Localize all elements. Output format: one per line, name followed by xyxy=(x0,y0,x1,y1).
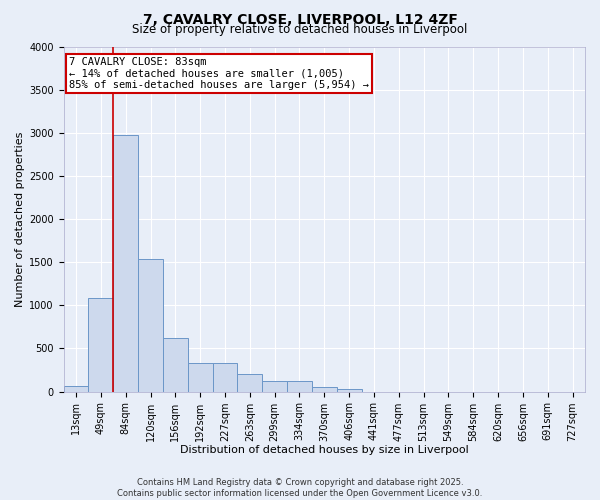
Text: Contains HM Land Registry data © Crown copyright and database right 2025.
Contai: Contains HM Land Registry data © Crown c… xyxy=(118,478,482,498)
Bar xyxy=(188,363,212,392)
Bar xyxy=(64,386,88,392)
Bar xyxy=(138,258,163,392)
Bar xyxy=(88,298,113,392)
Bar xyxy=(113,136,138,392)
X-axis label: Distribution of detached houses by size in Liverpool: Distribution of detached houses by size … xyxy=(180,445,469,455)
Text: Size of property relative to detached houses in Liverpool: Size of property relative to detached ho… xyxy=(133,22,467,36)
Bar xyxy=(312,388,337,392)
Text: 7, CAVALRY CLOSE, LIVERPOOL, L12 4ZF: 7, CAVALRY CLOSE, LIVERPOOL, L12 4ZF xyxy=(143,12,457,26)
Bar xyxy=(238,374,262,392)
Bar xyxy=(262,382,287,392)
Bar xyxy=(212,363,238,392)
Bar xyxy=(163,338,188,392)
Text: 7 CAVALRY CLOSE: 83sqm
← 14% of detached houses are smaller (1,005)
85% of semi-: 7 CAVALRY CLOSE: 83sqm ← 14% of detached… xyxy=(69,57,369,90)
Bar xyxy=(337,389,362,392)
Y-axis label: Number of detached properties: Number of detached properties xyxy=(15,132,25,306)
Bar xyxy=(287,382,312,392)
